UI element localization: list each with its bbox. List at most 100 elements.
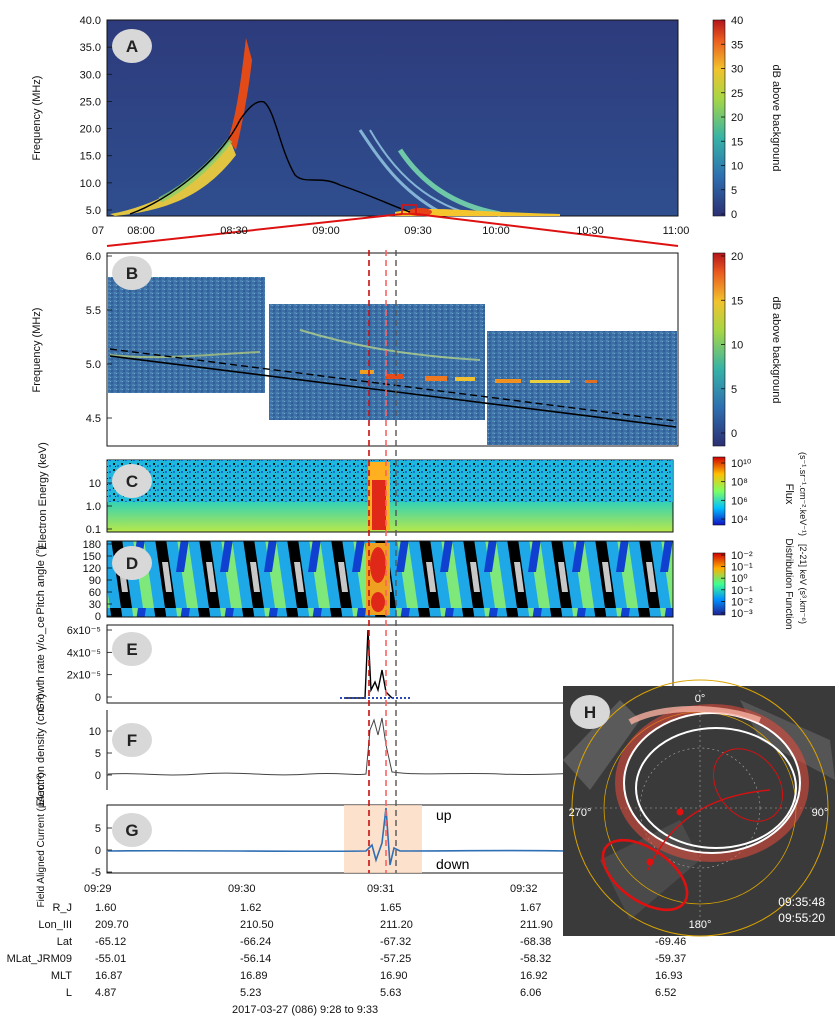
panel-e-growth-curve <box>345 629 393 699</box>
ephem-value-0-0: 1.60 <box>95 902 117 914</box>
ephem-value-1-1: 210.50 <box>240 919 274 931</box>
a-tick-5: 15.0 <box>80 151 101 163</box>
d-tick-0: 180 <box>83 539 101 551</box>
d-cb-tick-1: 10⁻¹ <box>731 562 753 574</box>
panel-d-colorbar-units: [2-21] keV (s³.km⁻⁶) <box>798 544 808 624</box>
c-cb-tick-2: 10⁶ <box>731 495 748 507</box>
ephem-value-3-2: -57.25 <box>380 953 412 965</box>
time-tick-0932: 09:32 <box>510 883 538 895</box>
panel-g-current-curve <box>107 807 567 866</box>
d-cb-tick-2: 10⁰ <box>731 573 748 585</box>
ephem-value-1-3: 211.90 <box>520 919 553 931</box>
panel-h-oval-inner <box>635 727 797 849</box>
d-cb-tick-4: 10⁻² <box>731 596 753 608</box>
a-xtick-0: 07 <box>92 225 104 237</box>
panel-h-oval-outer <box>623 712 801 854</box>
panel-g-label: G <box>125 821 138 840</box>
ephem-value-2-0: -65.12 <box>95 936 127 948</box>
a-cb-tick-3: 25 <box>731 88 743 100</box>
panel-f-ylabel: Electron density (cm⁻³) <box>35 694 47 807</box>
ephem-label-0: R_J <box>52 902 72 914</box>
ephem-value-5-1: 5.23 <box>240 987 262 999</box>
a-cb-tick-8: 0 <box>731 209 737 221</box>
panel-d-colorbar-title: Distribution Function <box>783 538 794 629</box>
panel-c-colorbar-title: Flux <box>783 484 795 505</box>
panel-a-emission-arc-mid2 <box>369 129 471 215</box>
b-cb-tick-0: 20 <box>731 251 743 263</box>
e-tick-3: 0 <box>95 692 101 704</box>
a-xtick-4: 09:30 <box>404 225 432 237</box>
d-tick-3: 90 <box>89 575 101 587</box>
c-tick-1: 1.0 <box>86 501 101 513</box>
panel-h-angle-270: 270° <box>569 807 592 819</box>
f-tick-2: 0 <box>95 770 101 782</box>
panel-b-segment-3 <box>487 331 677 445</box>
ephem-value-3-4: -59.37 <box>655 953 687 965</box>
f-tick-1: 5 <box>95 748 101 760</box>
panel-h-time-1: 09:35:48 <box>778 895 825 909</box>
d-tick-4: 60 <box>89 587 101 599</box>
b-cb-tick-2: 10 <box>731 340 743 352</box>
ephem-value-4-1: 16.89 <box>240 970 268 982</box>
panel-f-badge <box>112 723 152 757</box>
panel-h-swath-1 <box>563 700 640 790</box>
ephem-value-0-1: 1.62 <box>240 902 262 914</box>
panel-a-xticks: 07 08:00 08:30 09:00 09:30 10:00 10:30 11:00 <box>92 225 689 237</box>
panel-a-model-curve <box>129 100 411 215</box>
panel-b-segment-1 <box>108 277 265 393</box>
panel-a-ylabel: Frequency (MHz) <box>31 76 43 161</box>
b-tick-0: 6.0 <box>86 251 101 263</box>
panel-h-angle-180: 180° <box>689 919 712 931</box>
a-cb-tick-0: 40 <box>731 15 743 27</box>
ephem-value-5-0: 4.87 <box>95 987 117 999</box>
a-cb-tick-7: 5 <box>731 185 737 197</box>
a-tick-1: 35.0 <box>80 42 101 54</box>
panel-g-ylabel: Field Aligned Current (μA.m⁻²) <box>36 773 47 908</box>
panel-f-label: F <box>127 731 137 750</box>
b-tick-2: 5.0 <box>86 359 101 371</box>
g-tick-1: 0 <box>95 845 101 857</box>
ephem-label-3: MLat_JRM09 <box>6 953 72 965</box>
panel-a-emission-arc-right <box>397 148 501 217</box>
panel-b-ylabel: Frequency (MHz) <box>31 308 43 393</box>
f-tick-0: 10 <box>89 726 101 738</box>
panel-h-angle-90: 90° <box>812 807 829 819</box>
ephem-value-3-3: -58.32 <box>520 953 552 965</box>
a-cb-tick-5: 15 <box>731 136 743 148</box>
ephem-value-5-3: 6.06 <box>520 987 542 999</box>
c-tick-2: 0.1 <box>86 524 101 536</box>
panel-h-swath-3 <box>600 820 700 920</box>
d-cb-tick-5: 10⁻³ <box>731 608 753 620</box>
a-tick-7: 5.0 <box>86 205 101 217</box>
a-xtick-5: 10:00 <box>482 225 510 237</box>
ephem-value-3-0: -55.01 <box>95 953 127 965</box>
panel-c-colorbar-units: (s⁻¹.sr⁻¹.cm⁻².keV⁻¹) <box>798 452 808 536</box>
a-xtick-2: 08:30 <box>220 225 248 237</box>
ephem-label-5: L <box>65 987 72 999</box>
ephem-value-2-4: -69.46 <box>655 936 687 948</box>
e-tick-2: 2x10⁻⁵ <box>67 670 101 682</box>
c-tick-0: 10 <box>89 478 101 490</box>
panel-b-colorbar-label: dB above background <box>770 296 782 403</box>
panel-c: C 10 1.0 0.1 Electron Energy (keV) 10¹⁰ 10⁸… <box>37 442 808 550</box>
ephem-value-0-2: 1.65 <box>380 902 402 914</box>
zoom-line-left <box>106 213 403 247</box>
panel-d-ylabel: Pitch angle (°) <box>35 545 47 614</box>
a-cb-tick-1: 35 <box>731 39 743 51</box>
panel-a-yticks: 40.0 35.0 30.0 25.0 20.0 15.0 10.0 5.0 <box>80 15 112 217</box>
panel-b-colorbar <box>712 252 726 447</box>
panel-a-colorbar-ticks: 40 35 30 25 20 15 10 5 0 <box>721 15 743 221</box>
panel-a-colorbar <box>712 19 726 217</box>
panel-c-burst-core <box>372 480 386 530</box>
panel-f-yticks: 10 5 0 <box>89 726 112 782</box>
g-tick-0: 5 <box>95 823 101 835</box>
d-tick-5: 30 <box>89 599 101 611</box>
panel-h-time-2: 09:55:20 <box>778 911 825 925</box>
panel-e-label: E <box>126 640 137 659</box>
a-xtick-3: 09:00 <box>312 225 340 237</box>
panel-b-streak-2 <box>299 329 481 361</box>
panel-a-emission-floor <box>395 208 560 216</box>
panel-c-colorbar-ticks: 10¹⁰ 10⁸ 10⁶ 10⁴ <box>721 458 752 526</box>
panel-b-colorbar-ticks: 20 15 10 5 0 <box>721 251 743 440</box>
